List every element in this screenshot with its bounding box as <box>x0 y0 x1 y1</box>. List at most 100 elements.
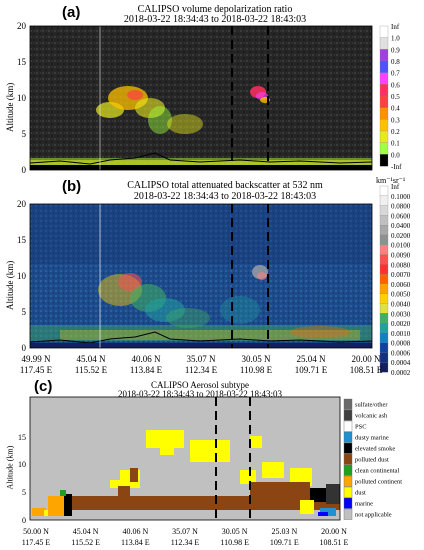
colorbar-b-swatch <box>379 322 389 334</box>
colorbar-b-tick: 0.0080 <box>391 261 411 269</box>
panel-b-ylabel: Altitude (km) <box>5 260 15 310</box>
x-tick-lon: 117.45 E <box>19 365 53 375</box>
x-tick-lon: 112.34 E <box>170 538 200 547</box>
colorbar-a-tick: 0.2 <box>391 128 400 136</box>
legend-swatch <box>343 431 353 443</box>
x-tick-lat: 49.99 N <box>21 354 51 364</box>
y-tick-label: 0 <box>22 165 27 175</box>
legend-swatch <box>343 486 353 498</box>
colorbar-b-swatch <box>379 215 389 226</box>
panel-c-yticks: 0 5 10 15 <box>18 433 26 525</box>
colorbar-a-swatch <box>379 60 389 74</box>
colorbar-a-swatch <box>379 130 389 144</box>
legend-swatch <box>343 464 353 476</box>
colorbar-a-tick: Inf <box>391 23 400 31</box>
colorbar-b-tick: 0.0004 <box>391 359 411 367</box>
legend-label: clean continental <box>355 468 399 475</box>
legend-swatch <box>343 442 353 454</box>
y-tick-label: 20 <box>17 199 27 209</box>
colorbar-a-tick: 0.1 <box>391 140 400 148</box>
x-tick-lon: 110.98 E <box>239 365 273 375</box>
legend-label: sulfate/other <box>355 402 388 409</box>
colorbar-a-tick: 0.4 <box>391 105 400 113</box>
colorbar-a-swatch <box>379 84 389 97</box>
panel-b-yticks: 0 5 10 15 20 <box>17 199 27 353</box>
colorbar-b-tick: 0.0050 <box>391 291 411 299</box>
colorbar-b-swatch <box>379 362 389 373</box>
x-tick-lat: 30.05 N <box>241 354 271 364</box>
colorbar-b-tick: 0.0030 <box>391 310 411 318</box>
colorbar-b-swatch <box>379 185 389 197</box>
colorbar-a-tick: 0.7 <box>391 70 400 78</box>
colorbar-a-tick: 0.6 <box>391 81 400 89</box>
colorbar-a-swatch <box>379 95 389 109</box>
x-tick-lat: 40.06 N <box>131 354 161 364</box>
y-tick-label: 10 <box>18 460 26 469</box>
panel-a-colorbar: Inf 1.0 0.9 0.8 0.7 0.6 0.5 0.4 0.3 0.2 0.1 0.0 -Inf <box>379 23 402 171</box>
colorbar-b-tick: 0.0040 <box>391 300 411 308</box>
legend-label: marine <box>355 501 373 508</box>
colorbar-b-tick: 0.0002 <box>391 369 411 377</box>
legend-swatch <box>343 497 353 509</box>
legend-swatch <box>343 475 353 487</box>
x-tick-lat: 30.05 N <box>221 527 248 536</box>
x-tick-lat: 35.07 N <box>172 527 198 536</box>
colorbar-b-tick: 0.0200 <box>391 232 411 240</box>
panel-a-title: CALIPSO volume depolarization ratio <box>137 4 293 15</box>
colorbar-b-swatch <box>379 244 389 255</box>
colorbar-b-swatch <box>379 342 389 353</box>
legend-label: polluted continent <box>355 479 402 486</box>
panel-b-time: 2018-03-22 18:34:43 to 2018-03-22 18:43:… <box>133 191 317 202</box>
x-tick-lon: 109.71 E <box>269 538 299 547</box>
colorbar-a-swatch <box>379 72 389 85</box>
colorbar-b-swatch <box>379 254 389 265</box>
panel-c-title: CALIPSO Aerosol subtype <box>150 380 249 390</box>
colorbar-a-tick: 0.8 <box>391 58 400 66</box>
legend-label: dust <box>355 490 366 497</box>
colorbar-b-tick: 0.0090 <box>391 252 411 260</box>
legend-swatch <box>343 420 353 432</box>
colorbar-b-swatch <box>379 273 389 285</box>
colorbar-a-swatch <box>379 107 389 120</box>
x-tick-lat: 25.03 N <box>271 527 298 536</box>
y-tick-label: 15 <box>18 433 26 442</box>
x-tick-lat: 35.07 N <box>186 354 216 364</box>
x-tick-lon: 113.84 E <box>121 538 150 547</box>
x-tick-lat: 40.06 N <box>122 527 149 536</box>
y-tick-label: 15 <box>17 235 27 245</box>
panel-b-title: CALIPSO total attenuated backscatter at … <box>127 180 323 191</box>
x-tick-lat: 45.04 N <box>72 527 99 536</box>
y-tick-label: 20 <box>17 21 27 31</box>
colorbar-a-tick: 0.5 <box>391 93 400 101</box>
colorbar-b-tick: 0.0020 <box>391 320 411 328</box>
colorbar-a-swatch <box>379 154 389 167</box>
colorbar-b-swatch <box>379 283 389 295</box>
colorbar-b-tick: Inf <box>391 183 400 191</box>
y-tick-label: 5 <box>22 488 26 497</box>
x-tick-lat: 20.00 N <box>351 354 381 364</box>
colorbar-a-tick: 1.0 <box>391 35 400 43</box>
colorbar-b-swatch <box>379 195 389 207</box>
panel-b-plot <box>29 203 373 349</box>
legend-label: polluted dust <box>355 457 389 464</box>
colorbar-a-swatch <box>379 37 389 50</box>
legend-label: elevated smoke <box>355 446 395 453</box>
panel-c-letter: (c) <box>34 378 53 395</box>
panel-a-plot <box>29 25 373 171</box>
colorbar-b-swatch <box>379 293 389 304</box>
colorbar-b-tick: 0.0600 <box>391 212 411 220</box>
x-tick-lon: 108.51 E <box>319 538 349 547</box>
colorbar-a-tick: 0.9 <box>391 46 400 54</box>
x-tick-lat: 50.00 N <box>23 527 49 536</box>
colorbar-b-tick: 0.0060 <box>391 281 411 289</box>
colorbar-b-tick: 0.1000 <box>391 193 411 201</box>
colorbar-b-tick: 0.0800 <box>391 203 411 211</box>
x-tick-lat: 45.04 N <box>76 354 106 364</box>
colorbar-b-tick: 0.0070 <box>391 271 411 279</box>
legend-swatch <box>343 508 353 520</box>
x-tick-lon: 108.51 E <box>349 365 383 375</box>
colorbar-b-swatch <box>379 225 389 236</box>
colorbar-a-swatch <box>379 25 389 39</box>
legend-swatch <box>343 453 353 465</box>
